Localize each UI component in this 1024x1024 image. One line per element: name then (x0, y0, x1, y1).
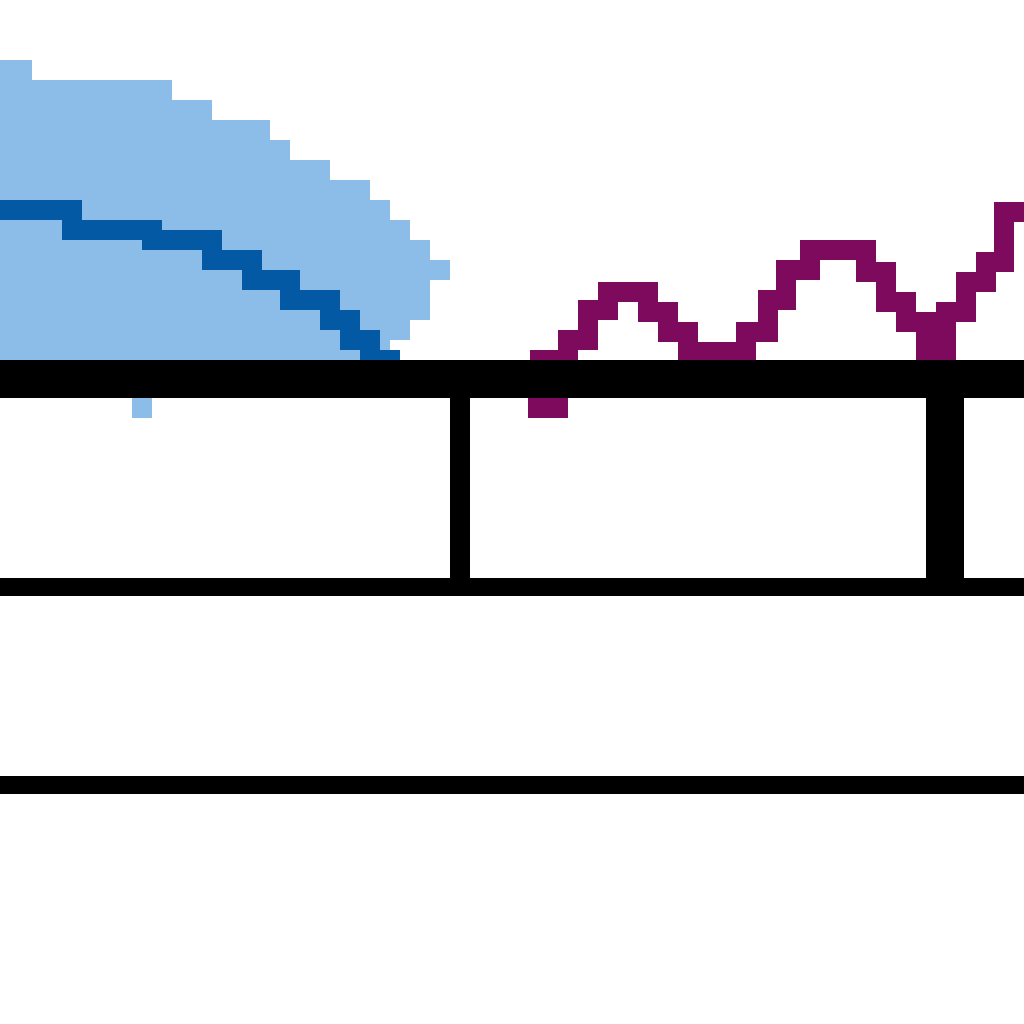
grid-lines (0, 360, 1024, 794)
middle-bar (0, 578, 1024, 596)
top-thick-bar (0, 360, 1024, 398)
purple-stray-pixel (528, 398, 568, 418)
blue-line (0, 200, 400, 370)
area-fill (0, 60, 450, 360)
area-stray-pixel (132, 398, 152, 418)
purple-wave-line (530, 202, 1024, 370)
left-divider (450, 398, 470, 578)
right-divider (926, 398, 964, 578)
area-and-line-icon (0, 60, 450, 418)
wave-line-icon (528, 202, 1024, 418)
bottom-bar (0, 776, 1024, 794)
